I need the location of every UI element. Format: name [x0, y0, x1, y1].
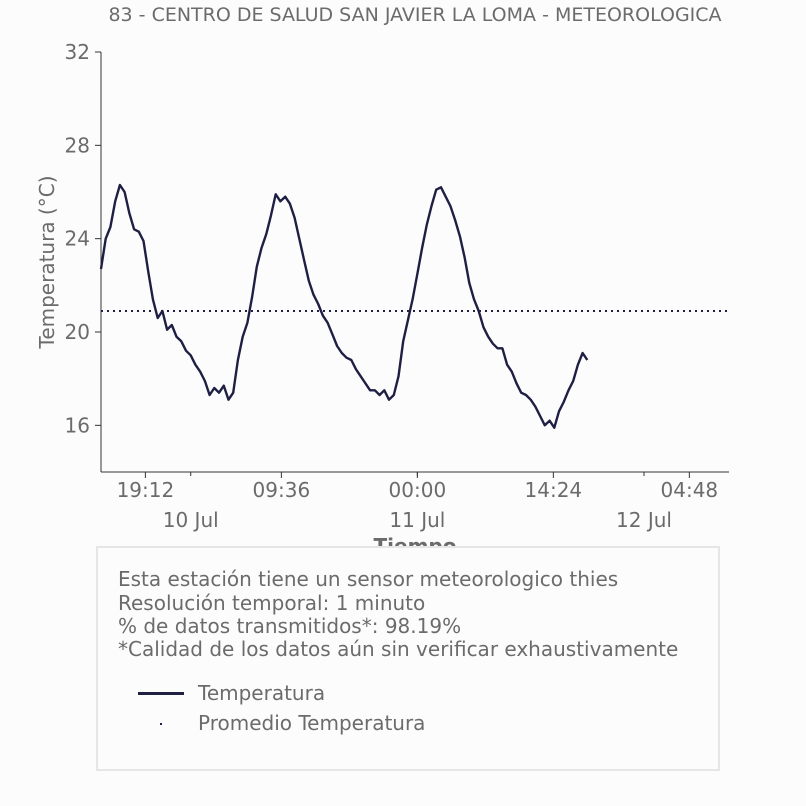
x-tick-label: 00:00 — [389, 478, 447, 502]
temperature-series-line — [99, 183, 589, 429]
y-axis-label: Temperatura (°C) — [35, 175, 59, 349]
info-quality-note: *Calidad de los datos aún sin verificar … — [118, 637, 679, 661]
x-date-label: 12 Jul — [616, 508, 672, 532]
x-tick-label: 19:12 — [117, 478, 175, 502]
legend-label-temperatura: Temperatura — [198, 681, 326, 705]
info-box: Esta estación tiene un sensor meteorolog… — [96, 546, 720, 771]
series-layer — [99, 183, 729, 429]
x-date-label: 10 Jul — [163, 508, 219, 532]
y-tick-label: 16 — [65, 413, 90, 437]
info-resolution: Resolución temporal: 1 minuto — [118, 591, 426, 615]
x-ticks: 19:12 09:36 00:00 14:24 04:48 10 Jul 11 Jul 12 … — [117, 472, 719, 532]
legend-dot-swatch — [160, 723, 162, 725]
info-sensor: Esta estación tiene un sensor meteorolog… — [118, 567, 619, 591]
y-tick-label: 32 — [65, 40, 90, 64]
legend-label-promedio: Promedio Temperatura — [198, 711, 426, 735]
x-tick-label: 14:24 — [525, 478, 583, 502]
x-date-label: 11 Jul — [389, 508, 445, 532]
legend-line-swatch — [138, 692, 184, 695]
y-tick-label: 20 — [65, 320, 90, 344]
x-tick-label: 04:48 — [661, 478, 719, 502]
y-ticks: 16 20 24 28 32 — [65, 40, 101, 437]
y-tick-label: 24 — [65, 227, 90, 251]
y-tick-label: 28 — [65, 133, 90, 157]
info-transmitted: % de datos transmitidos*: 98.19% — [118, 614, 462, 638]
x-tick-label: 09:36 — [253, 478, 311, 502]
chart-title: 83 - CENTRO DE SALUD SAN JAVIER LA LOMA … — [108, 4, 721, 26]
